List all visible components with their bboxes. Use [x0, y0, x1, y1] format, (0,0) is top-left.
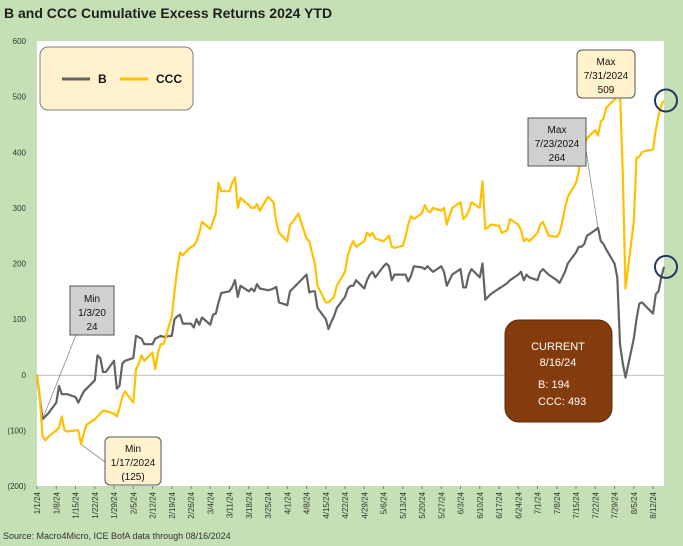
ccc-max-line3: 509 [598, 85, 615, 96]
x-tick-label: 7/22/24 [591, 491, 600, 518]
legend-label-b: B [98, 72, 107, 86]
x-tick-label: 3/25/24 [264, 491, 273, 518]
x-tick-label: 7/15/24 [572, 491, 581, 518]
y-tick-label: 400 [13, 148, 27, 157]
y-tick-label: (200) [7, 482, 26, 491]
x-tick-label: 6/24/24 [514, 491, 523, 518]
ccc-max-box [576, 49, 636, 99]
x-tick-label: 4/29/24 [360, 491, 369, 518]
current-b-value: B: 194 [538, 379, 570, 391]
x-tick-label: 3/18/24 [245, 491, 254, 518]
x-tick-label: 1/29/24 [110, 491, 119, 518]
series-line-b [35, 226, 666, 421]
x-tick-label: 3/11/24 [226, 491, 235, 518]
x-tick-label: 2/19/24 [168, 491, 177, 518]
x-axis: 1/1/24 1/8/24 1/15/24 1/22/24 1/29/24 2/5/24 2… [33, 486, 658, 519]
x-tick-label: 5/13/24 [399, 491, 408, 518]
current-box-bg [504, 319, 613, 423]
ccc-max-line2: 7/31/2024 [584, 71, 629, 82]
series-layer [35, 90, 666, 446]
ccc-min-connector [80, 443, 106, 463]
x-tick-label: 1/8/24 [52, 491, 61, 514]
y-tick-label: 300 [13, 204, 27, 213]
legend-label-ccc: CCC [156, 72, 182, 86]
b-min-connector [42, 334, 77, 420]
ccc-min-line3: (125) [121, 472, 144, 483]
b-min-callout: Min 1/3/20 24 [69, 285, 115, 336]
current-heading: CURRENT [531, 341, 585, 353]
x-tick-label: 1/22/24 [91, 491, 100, 518]
ccc-current-circle [654, 88, 678, 113]
x-tick-label: 5/27/24 [437, 491, 446, 518]
b-max-line2: 7/23/2024 [535, 139, 580, 150]
b-min-line1: Min [84, 294, 100, 305]
x-tick-label: 5/20/24 [418, 491, 427, 518]
source-note: Source: Macro4Micro, ICE BofA data throu… [3, 531, 231, 541]
legend-box [39, 46, 194, 111]
b-min-line3: 24 [86, 322, 98, 333]
legend: B CCC [39, 46, 194, 111]
x-tick-label: 6/3/24 [457, 491, 466, 514]
x-tick-label: 8/5/24 [630, 491, 639, 514]
x-tick-label: 7/1/24 [534, 491, 543, 514]
x-tick-label: 6/10/24 [476, 491, 485, 518]
y-tick-label: 200 [13, 260, 27, 269]
y-tick-label: 0 [22, 371, 27, 380]
b-min-line2: 1/3/20 [78, 308, 106, 319]
x-tick-label: 4/8/24 [303, 491, 312, 514]
y-tick-label: 500 [13, 93, 27, 102]
b-max-line3: 264 [549, 153, 566, 164]
y-tick-label: 600 [13, 37, 27, 46]
x-tick-label: 4/1/24 [283, 491, 292, 514]
y-axis: 600 500 400 300 200 100 0 (100) (200) [7, 37, 26, 491]
x-tick-label: 1/15/24 [72, 491, 81, 518]
current-date: 8/16/24 [540, 357, 577, 369]
x-tick-label: 2/26/24 [187, 491, 196, 518]
y-tick-label: 100 [13, 315, 27, 324]
x-tick-label: 8/12/24 [649, 491, 658, 518]
y-tick-label: (100) [7, 426, 26, 435]
x-tick-label: 4/22/24 [341, 491, 350, 518]
series-line-ccc [35, 90, 665, 446]
b-max-connector [585, 149, 599, 228]
ccc-min-box [104, 436, 162, 486]
ccc-min-callout: Min 1/17/2024 (125) [104, 436, 162, 486]
ccc-min-line1: Min [125, 444, 141, 455]
b-min-box [69, 285, 115, 336]
x-tick-label: 4/15/24 [322, 491, 331, 518]
callout-connectors [42, 91, 623, 463]
x-tick-label: 1/1/24 [33, 491, 42, 514]
x-tick-label: 2/12/24 [149, 491, 158, 518]
x-tick-label: 7/29/24 [611, 491, 620, 518]
x-tick-label: 3/4/24 [206, 491, 215, 514]
b-max-line1: Max [548, 125, 567, 136]
ccc-max-callout: Max 7/31/2024 509 [576, 49, 636, 99]
chart-title: B and CCC Cumulative Excess Returns 2024… [4, 5, 333, 21]
current-box: CURRENT 8/16/24 B: 194 CCC: 493 [504, 319, 613, 423]
ccc-min-line2: 1/17/2024 [111, 458, 156, 469]
b-max-callout: Max 7/23/2024 264 [527, 117, 587, 167]
x-tick-label: 6/17/24 [495, 491, 504, 518]
x-tick-label: 7/8/24 [553, 491, 562, 514]
b-max-box [527, 117, 587, 167]
current-ccc-value: CCC: 493 [538, 396, 586, 408]
x-tick-label: 5/6/24 [380, 491, 389, 514]
b-current-circle [654, 254, 678, 279]
x-tick-label: 2/5/24 [129, 491, 138, 514]
ccc-max-line1: Max [597, 57, 616, 68]
